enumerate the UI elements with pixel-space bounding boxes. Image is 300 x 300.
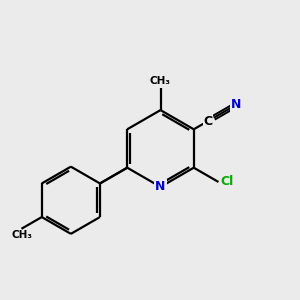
Text: CH₃: CH₃ [150,76,171,86]
Text: N: N [155,180,166,194]
Text: Cl: Cl [221,176,234,188]
Text: C: C [203,115,213,128]
Text: N: N [231,98,241,111]
Text: CH₃: CH₃ [11,230,32,240]
